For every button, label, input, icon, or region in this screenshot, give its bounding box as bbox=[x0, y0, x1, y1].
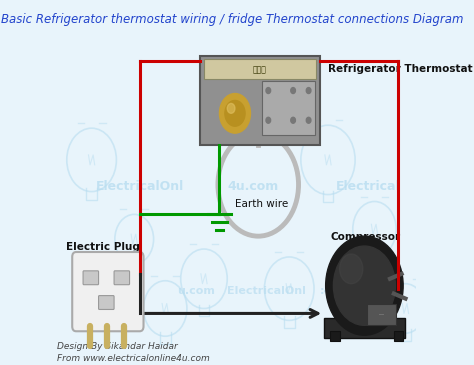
FancyBboxPatch shape bbox=[367, 304, 396, 325]
Text: Earth wire: Earth wire bbox=[235, 199, 288, 210]
Text: Design By Sikandar Haidar: Design By Sikandar Haidar bbox=[57, 342, 177, 351]
Text: Electric Plug: Electric Plug bbox=[66, 242, 140, 252]
Circle shape bbox=[266, 88, 271, 93]
Text: u.com: u.com bbox=[177, 286, 215, 296]
FancyBboxPatch shape bbox=[83, 271, 99, 285]
FancyBboxPatch shape bbox=[324, 318, 405, 338]
Circle shape bbox=[339, 254, 363, 284]
Text: Refrigerator Thermostat: Refrigerator Thermostat bbox=[328, 64, 473, 74]
FancyBboxPatch shape bbox=[394, 331, 403, 341]
Text: Compressor: Compressor bbox=[330, 232, 400, 242]
Text: Electrical: Electrical bbox=[336, 180, 401, 193]
FancyBboxPatch shape bbox=[204, 59, 316, 78]
Text: ElectricalOnl: ElectricalOnl bbox=[95, 180, 184, 193]
Circle shape bbox=[326, 236, 403, 335]
Text: 4u.com: 4u.com bbox=[227, 180, 278, 193]
FancyBboxPatch shape bbox=[99, 296, 114, 310]
Circle shape bbox=[291, 117, 295, 123]
FancyBboxPatch shape bbox=[114, 271, 129, 285]
Circle shape bbox=[227, 103, 235, 113]
Circle shape bbox=[225, 100, 245, 126]
FancyBboxPatch shape bbox=[262, 81, 315, 135]
Text: ---: --- bbox=[378, 312, 384, 317]
Circle shape bbox=[291, 88, 295, 93]
FancyBboxPatch shape bbox=[330, 331, 339, 341]
Text: ElectricalOnl: ElectricalOnl bbox=[227, 286, 306, 296]
FancyBboxPatch shape bbox=[72, 252, 144, 331]
FancyBboxPatch shape bbox=[200, 56, 320, 145]
Circle shape bbox=[219, 93, 250, 133]
Text: Basic Refrigerator thermostat wiring / fridge Thermostat connections Diagram: Basic Refrigerator thermostat wiring / f… bbox=[1, 13, 464, 26]
Circle shape bbox=[266, 117, 271, 123]
Circle shape bbox=[306, 88, 311, 93]
Text: oli: oli bbox=[127, 286, 142, 296]
Circle shape bbox=[333, 246, 395, 325]
Text: :4: :4 bbox=[320, 286, 333, 296]
Text: 冷控器: 冷控器 bbox=[253, 65, 267, 74]
Text: From www.electricalonline4u.com: From www.electricalonline4u.com bbox=[57, 354, 210, 362]
Circle shape bbox=[306, 117, 311, 123]
